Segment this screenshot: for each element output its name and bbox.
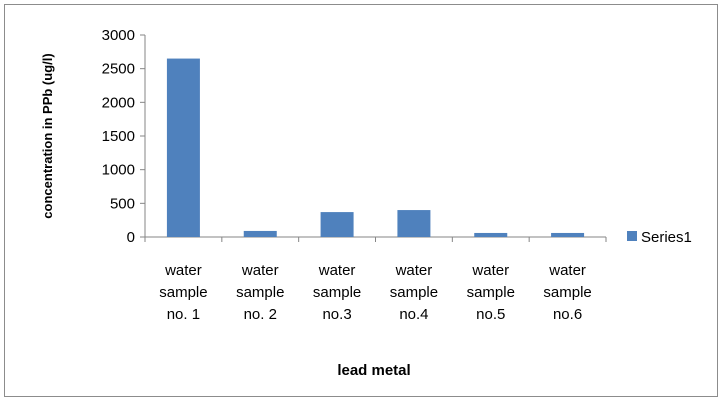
- y-tick-label: 1000: [102, 162, 135, 179]
- x-tick-label: water sample no. 1: [159, 262, 207, 323]
- bar-5: [474, 232, 508, 237]
- chart-frame: [4, 4, 718, 397]
- x-tick-label: water sample no.4: [390, 262, 438, 323]
- x-tick-label: water sample no.6: [543, 262, 591, 323]
- legend-label-series1: Series1: [641, 229, 692, 246]
- category-labels: water sample no. 1 water sample no. 2 water sam…: [159, 262, 592, 323]
- y-axis: 0 500 1000 1500 2000 2500 3000: [102, 27, 146, 246]
- y-tick-label: 0: [127, 229, 135, 246]
- y-tick-label: 1500: [102, 128, 135, 145]
- bar-6: [551, 232, 585, 237]
- bars: [166, 58, 585, 237]
- legend: Series1: [627, 229, 692, 246]
- bar-1: [166, 58, 200, 237]
- x-tick-label: water sample no. 2: [236, 262, 284, 323]
- bar-2: [243, 230, 277, 237]
- x-tick-label: water sample no.5: [467, 262, 515, 323]
- y-tick-label: 2000: [102, 94, 135, 111]
- y-tick-label: 500: [110, 195, 135, 212]
- x-axis-title: lead metal: [337, 362, 410, 379]
- y-tick-label: 2500: [102, 61, 135, 78]
- y-axis-title: concentration in PPb (ug/l): [40, 53, 55, 218]
- legend-swatch-series1: [627, 231, 637, 241]
- x-axis: [144, 236, 607, 242]
- bar-4: [397, 210, 431, 237]
- x-tick-label: water sample no.3: [313, 262, 361, 323]
- bar-3: [320, 212, 354, 237]
- y-tick-label: 3000: [102, 27, 135, 44]
